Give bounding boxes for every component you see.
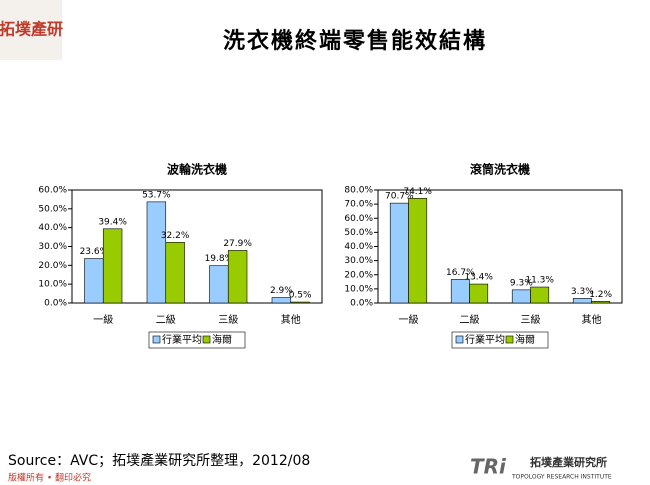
value-label: 39.4% [98, 217, 127, 227]
y-tick-label: 50.0% [344, 228, 373, 238]
bar [227, 250, 248, 304]
bar [408, 198, 428, 304]
x-tick-label: 一級 [93, 313, 113, 326]
y-tick-label: 80.0% [344, 186, 373, 196]
y-tick-label: 0.0% [350, 299, 373, 309]
bar [102, 228, 123, 304]
bar [469, 283, 489, 304]
chart-title: 滾筒洗衣機 [470, 162, 530, 177]
chart-title: 波輪洗衣機 [167, 162, 227, 177]
y-tick-label: 10.0% [38, 280, 67, 290]
y-tick-label: 50.0% [38, 204, 67, 214]
brand-sub: TOPOLOGY RESEARCH INSTITUTE [511, 474, 612, 481]
value-label: 53.7% [142, 190, 171, 200]
bar [450, 279, 470, 304]
legend-box [451, 331, 549, 349]
copyright: 版權所有 • 翻印必究 [8, 472, 91, 484]
x-tick-label: 三級 [521, 313, 541, 326]
logo: 拓墣產研 [0, 20, 63, 39]
legend-label: 行業平均 [465, 333, 505, 346]
legend-swatch [505, 335, 514, 344]
legend-swatch [455, 335, 464, 344]
y-tick-label: 40.0% [344, 242, 373, 252]
y-tick-label: 60.0% [38, 186, 67, 196]
legend-box [148, 331, 246, 349]
bar [165, 242, 185, 304]
x-tick-label: 一級 [399, 313, 419, 326]
value-label: 2.9% [270, 286, 293, 296]
y-tick-label: 20.0% [38, 261, 67, 271]
legend-swatch [152, 335, 161, 344]
y-tick-label: 40.0% [38, 223, 67, 233]
value-label: 13.4% [464, 273, 493, 283]
y-tick-label: 10.0% [344, 284, 373, 294]
source: Source：AVC；拓墣產業研究所整理，2012/08 [8, 452, 310, 469]
value-label: 23.6% [80, 247, 109, 257]
logo-box [0, 0, 62, 60]
x-tick-label: 其他 [582, 313, 602, 326]
bar [511, 289, 531, 304]
bar [271, 297, 292, 304]
x-tick-label: 其他 [281, 313, 301, 326]
value-label: 1.2% [589, 290, 612, 300]
bar [146, 201, 167, 304]
plot-area [71, 189, 323, 304]
value-label: 70.7% [385, 192, 414, 202]
bar [84, 258, 104, 304]
y-tick-label: 30.0% [344, 256, 373, 266]
plot-area [377, 189, 623, 304]
value-label: 19.8% [205, 254, 234, 264]
legend-label: 海爾 [515, 333, 535, 346]
value-label: 16.7% [446, 268, 475, 278]
value-label: 3.3% [571, 287, 594, 297]
slide-title: 洗衣機終端零售能效結構 [223, 28, 487, 54]
brand-name: 拓墣產業研究所 [530, 455, 607, 469]
value-label: 9.3% [510, 278, 533, 288]
brand-logo: TRi [470, 455, 507, 479]
bar [389, 202, 409, 304]
legend-label: 海爾 [212, 333, 232, 346]
legend-label: 行業平均 [162, 333, 202, 346]
bar [209, 265, 229, 304]
value-label: 74.1% [403, 187, 432, 197]
y-tick-label: 70.0% [344, 200, 373, 210]
bar [591, 301, 611, 304]
legend-swatch [202, 335, 211, 344]
x-tick-label: 二級 [460, 313, 480, 326]
y-tick-label: 60.0% [344, 214, 373, 224]
x-tick-label: 二級 [156, 313, 176, 326]
value-label: 11.3% [525, 276, 554, 286]
bar [290, 301, 310, 304]
y-tick-label: 30.0% [38, 242, 67, 252]
y-tick-label: 20.0% [344, 270, 373, 280]
value-label: 32.2% [161, 231, 190, 241]
bar [530, 286, 550, 304]
value-label: 27.9% [223, 239, 252, 249]
bar [572, 298, 592, 304]
y-tick-label: 0.0% [44, 299, 67, 309]
x-tick-label: 三級 [218, 313, 238, 326]
value-label: 0.5% [289, 291, 312, 301]
